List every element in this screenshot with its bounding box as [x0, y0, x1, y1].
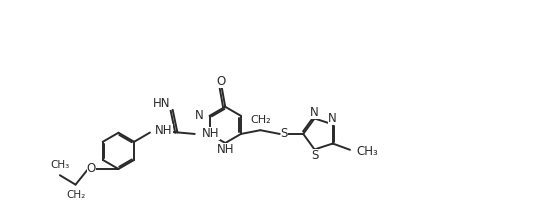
Text: NH: NH: [155, 124, 173, 137]
Text: CH₂: CH₂: [250, 115, 271, 125]
Text: NH: NH: [216, 143, 234, 157]
Text: HN: HN: [153, 97, 170, 110]
Text: N: N: [310, 106, 319, 119]
Text: O: O: [217, 75, 226, 88]
Text: NH: NH: [202, 127, 220, 140]
Text: S: S: [311, 150, 318, 162]
Text: O: O: [87, 162, 96, 175]
Text: N: N: [195, 109, 204, 122]
Text: CH₃: CH₃: [356, 145, 378, 158]
Text: CH₂: CH₂: [66, 190, 85, 200]
Text: CH₃: CH₃: [50, 160, 69, 170]
Text: N: N: [328, 112, 337, 125]
Text: S: S: [281, 127, 288, 140]
